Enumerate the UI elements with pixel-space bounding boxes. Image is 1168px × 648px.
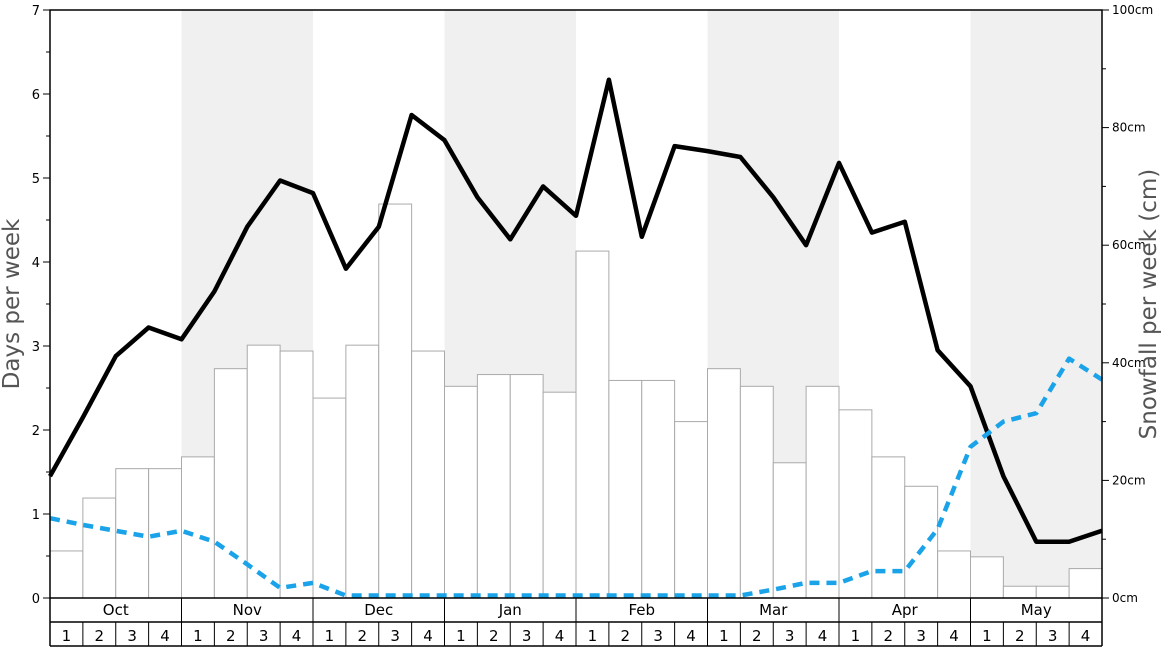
- week-label: 1: [851, 627, 861, 645]
- week-label: 2: [226, 627, 236, 645]
- snowfall-bar: [1002, 585, 1037, 599]
- week-label: 4: [686, 627, 696, 645]
- week-label: 1: [982, 627, 992, 645]
- month-label-dec: Dec: [364, 601, 393, 619]
- week-label: 1: [719, 627, 729, 645]
- week-label: 3: [916, 627, 926, 645]
- week-label: 1: [325, 627, 335, 645]
- snowfall-bar: [575, 250, 610, 599]
- snowfall-bar: [970, 556, 1004, 599]
- month-label-may: May: [1021, 601, 1052, 619]
- snowfall-bar: [871, 456, 906, 599]
- week-label: 3: [1048, 627, 1058, 645]
- week-label: 2: [621, 627, 631, 645]
- week-label: 3: [653, 627, 663, 645]
- month-label-nov: Nov: [233, 601, 262, 619]
- snowfall-bar: [82, 497, 117, 599]
- snowfall-bar: [411, 350, 445, 599]
- snowfall-bar: [1035, 585, 1070, 599]
- snowfall-bar: [937, 550, 971, 599]
- right-tick-label: 60cm: [1112, 238, 1146, 252]
- snowfall-bar: [641, 379, 676, 599]
- left-tick-label: 2: [32, 424, 40, 439]
- week-label: 2: [358, 627, 368, 645]
- snowfall-bar: [772, 462, 807, 599]
- week-label: 1: [588, 627, 598, 645]
- snowfall-bar: [246, 344, 281, 599]
- snowfall-bar: [476, 374, 511, 599]
- snowfall-bar: [49, 550, 84, 599]
- snowfall-bar: [739, 385, 774, 599]
- snowfall-bar: [904, 485, 939, 599]
- month-label-jan: Jan: [498, 601, 522, 619]
- snowfall-bar: [1068, 568, 1103, 599]
- week-label: 3: [785, 627, 795, 645]
- week-label: 2: [884, 627, 894, 645]
- left-tick-label: 6: [32, 88, 40, 103]
- snowfall-bar: [378, 203, 413, 599]
- right-tick-label: 20cm: [1112, 473, 1146, 487]
- week-label: 4: [423, 627, 433, 645]
- snowfall-bar: [279, 350, 314, 599]
- right-tick-label: 100cm: [1112, 3, 1153, 17]
- week-label: 3: [259, 627, 269, 645]
- week-label: 4: [292, 627, 302, 645]
- snowfall-bar: [805, 385, 840, 599]
- right-axis: 0cm 20cm 40cm 60cm 80cm 100cm: [1102, 3, 1153, 605]
- snowfall-bar: [345, 344, 380, 599]
- week-label: 4: [1081, 627, 1091, 645]
- snowfall-bar: [444, 385, 478, 599]
- week-label: 1: [62, 627, 72, 645]
- month-label-feb: Feb: [628, 601, 655, 619]
- left-tick-label: 4: [32, 256, 40, 271]
- right-tick-label: 80cm: [1112, 121, 1146, 135]
- week-label: 4: [949, 627, 959, 645]
- month-band-may: [970, 10, 1102, 598]
- solid-line-series: [48, 77, 1103, 544]
- right-tick-label: 40cm: [1112, 356, 1146, 370]
- chart-lines: [48, 77, 1104, 598]
- snowfall-bar: [707, 368, 741, 599]
- left-tick-label: 0: [32, 592, 40, 607]
- week-label: 3: [522, 627, 532, 645]
- snowfall-bar: [542, 391, 577, 599]
- week-label: 4: [555, 627, 565, 645]
- snowfall-bar: [213, 368, 248, 599]
- left-tick-label: 7: [32, 4, 40, 19]
- week-label: 1: [456, 627, 466, 645]
- week-label: 2: [95, 627, 105, 645]
- dashed-line-series: [49, 356, 1104, 598]
- snowfall-bar: [181, 456, 215, 599]
- month-shading-bands: [181, 10, 1102, 598]
- left-tick-label: 3: [32, 340, 40, 355]
- snowfall-bar: [608, 379, 643, 599]
- snowfall-bar: [674, 421, 708, 599]
- month-label-mar: Mar: [759, 601, 788, 619]
- snowfall-bar: [312, 397, 347, 599]
- week-label: 3: [127, 627, 137, 645]
- month-label-apr: Apr: [892, 601, 919, 619]
- left-tick-label: 1: [32, 508, 40, 523]
- x-axis: Oct 1 2 3 4 Nov 1 2 3 4 Dec 1 2 3 4 Jan 1 2 3 4 Feb 1 2 3 4 Mar 1 2…: [49, 598, 1103, 647]
- week-label: 4: [818, 627, 828, 645]
- right-tick-label: 0cm: [1112, 591, 1138, 605]
- left-axis-title: Days per week: [0, 218, 25, 389]
- right-axis-title: Snowfall per week (cm): [1136, 169, 1162, 440]
- snowfall-bar: [509, 374, 544, 599]
- month-label-oct: Oct: [103, 601, 129, 619]
- week-label: 2: [752, 627, 762, 645]
- snowfall-bar: [838, 409, 873, 599]
- week-label: 1: [193, 627, 203, 645]
- week-label: 3: [390, 627, 400, 645]
- left-axis: 0 1 2 3 4 5 6 7: [32, 4, 50, 607]
- week-label: 2: [1015, 627, 1025, 645]
- week-label: 4: [160, 627, 170, 645]
- left-tick-label: 5: [32, 172, 40, 187]
- snowfall-bars: [49, 203, 1103, 599]
- week-label: 2: [489, 627, 499, 645]
